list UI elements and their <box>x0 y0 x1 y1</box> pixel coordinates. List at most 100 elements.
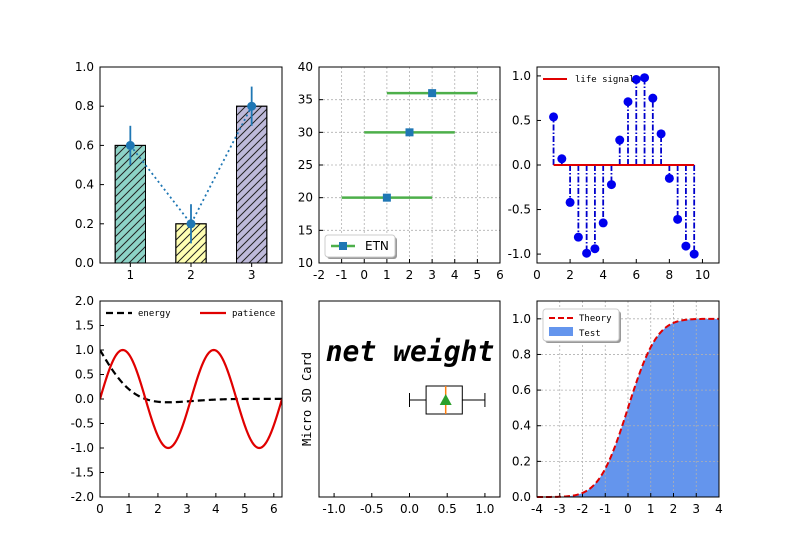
stem-marker <box>549 112 559 122</box>
x-tick-label: 0 <box>624 502 632 516</box>
x-tick-label: 3 <box>692 502 700 516</box>
stem-marker <box>606 180 616 190</box>
legend-swatch-fill <box>549 327 573 336</box>
y-tick-label: 0.4 <box>75 178 94 192</box>
x-tick-label: 0 <box>533 268 541 282</box>
data-point <box>382 193 391 202</box>
y-tick-label: -1.0 <box>508 247 531 261</box>
y-tick-label: 0.5 <box>512 113 531 127</box>
x-tick-label: 3 <box>183 502 191 516</box>
axes-frame <box>99 66 283 264</box>
y-tick-label: 40 <box>298 60 313 74</box>
y-tick-label: -0.5 <box>508 203 531 217</box>
overlay-point <box>186 219 196 229</box>
y-tick-label: 10 <box>298 256 313 270</box>
x-tick-label: 2 <box>154 502 162 516</box>
y-tick-label: 0.8 <box>512 347 531 361</box>
stem-marker <box>656 129 666 139</box>
x-tick-label: 2 <box>406 268 414 282</box>
stem-marker <box>648 93 658 103</box>
y-tick-label: 30 <box>298 125 313 139</box>
legend-label: patience <box>232 309 275 319</box>
y-tick-label: 0.2 <box>512 454 531 468</box>
x-tick-label: 1 <box>127 268 135 282</box>
y-tick-label: 20 <box>298 191 313 205</box>
errorbar-panel: -2 -1 0 1 2 3 4 5 6 10 15 20 25 30 35 40 ETN <box>298 60 504 282</box>
x-tick-label: -1 <box>336 268 348 282</box>
y-tick-label: 1.5 <box>75 319 94 333</box>
x-tick-label: 6 <box>270 502 278 516</box>
y-tick-label: 0.0 <box>512 158 531 172</box>
x-tick-label: 4 <box>599 268 607 282</box>
stem-marker <box>673 214 683 224</box>
y-tick-label: 1.0 <box>512 312 531 326</box>
axes-frame <box>536 66 720 264</box>
bar-chart-panel: 0.0 0.2 0.4 0.6 0.8 1.0 1 2 3 <box>75 60 283 282</box>
x-tick-label: 6 <box>632 268 640 282</box>
legend-swatch-marker <box>339 242 347 250</box>
box-mean-marker <box>439 394 452 405</box>
stem-marker <box>689 249 699 259</box>
legend-label: life signal <box>575 75 635 85</box>
y-tick-label: 35 <box>298 93 313 107</box>
x-tick-label: 10 <box>695 268 710 282</box>
x-tick-label: -0.5 <box>360 502 383 516</box>
x-tick-label: 0.0 <box>400 502 419 516</box>
legend-label: Test <box>579 329 601 339</box>
stem-marker <box>623 97 633 107</box>
cdf-theory-line <box>536 317 720 498</box>
axes-frame <box>536 300 720 498</box>
series-line <box>100 349 282 404</box>
stem-marker <box>582 248 592 258</box>
y-tick-label: 15 <box>298 223 313 237</box>
x-tick-label: 0 <box>96 502 104 516</box>
x-tick-label: -3 <box>554 502 566 516</box>
y-tick-label: -0.5 <box>71 417 94 431</box>
y-tick-label: 1.0 <box>512 69 531 83</box>
y-tick-label: 0.6 <box>512 383 531 397</box>
bar-hatch <box>236 105 268 264</box>
x-tick-label: 6 <box>496 268 504 282</box>
stem-panel: 0 2 4 6 8 10 -1.0 -0.5 0.0 0.5 1.0 life signal <box>508 66 720 282</box>
x-tick-label: 1 <box>125 502 133 516</box>
stem-marker <box>631 74 641 84</box>
box-body <box>425 385 463 415</box>
stem-marker <box>565 197 575 207</box>
legend-label: energy <box>138 309 171 319</box>
x-tick-label: 1.0 <box>475 502 494 516</box>
line-panel: 0 1 2 3 4 5 6 -2.0 -1.5 -1.0 -0.5 0.0 0.5 1.0 1.5 2.0 en… <box>71 294 283 516</box>
stem-marker <box>557 154 567 164</box>
y-tick-label: -1.0 <box>71 441 94 455</box>
stem-marker <box>573 232 583 242</box>
data-point <box>428 89 437 98</box>
y-tick-label: 0.0 <box>75 256 94 270</box>
x-tick-label: 1 <box>647 502 655 516</box>
x-tick-label: 2 <box>670 502 678 516</box>
x-tick-label: 8 <box>666 268 674 282</box>
x-tick-label: 3 <box>428 268 436 282</box>
legend-label: Theory <box>579 314 612 324</box>
x-tick-label: 2 <box>187 268 195 282</box>
cdf-panel: -4 -3 -2 -1 0 1 2 3 4 0.0 0.2 0.4 0.6 0.8 1.0 Theory Tes… <box>512 300 723 516</box>
series-line <box>100 348 282 450</box>
y-tick-label: 0.8 <box>75 99 94 113</box>
y-tick-label: -2.0 <box>71 490 94 504</box>
y-tick-label: 0.5 <box>75 368 94 382</box>
legend-box <box>324 234 396 258</box>
x-tick-label: 2 <box>566 268 574 282</box>
y-tick-label: 2.0 <box>75 294 94 308</box>
y-tick-label: 0.0 <box>75 392 94 406</box>
y-tick-label: -1.5 <box>71 466 94 480</box>
stem-marker <box>615 135 625 145</box>
box-panel: -1.0 -0.5 0.0 0.5 1.0 net weight Micro SD Card <box>300 300 501 516</box>
y-tick-label: 25 <box>298 158 313 172</box>
y-tick-label: 1.0 <box>75 343 94 357</box>
stem-marker <box>590 244 600 254</box>
axes-frame <box>318 66 501 264</box>
stem-marker <box>664 173 674 183</box>
data-point <box>405 128 414 137</box>
x-tick-label: 1 <box>383 268 391 282</box>
x-tick-label: 5 <box>474 268 482 282</box>
line-series-group <box>100 348 282 450</box>
